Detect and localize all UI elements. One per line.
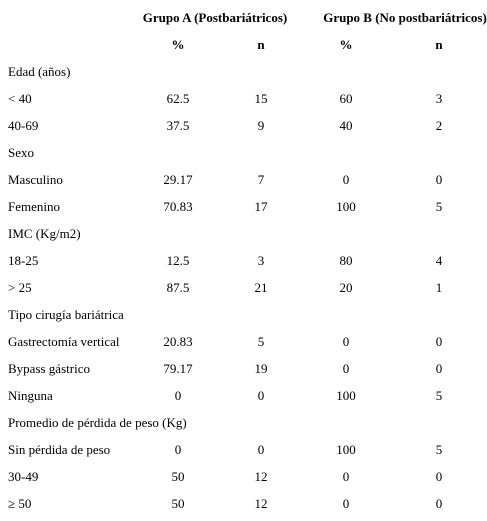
cell: 100 bbox=[336, 388, 356, 403]
row-label: 30-49 bbox=[8, 469, 39, 484]
row-label: < 40 bbox=[8, 91, 32, 106]
group-header: Grupo A (Postbariátricos) bbox=[142, 10, 288, 25]
cell: 0 bbox=[342, 469, 350, 484]
row-label: 40-69 bbox=[8, 118, 39, 133]
cell: 0 bbox=[342, 172, 350, 187]
cell: 29.17 bbox=[163, 172, 193, 187]
cell: 70.83 bbox=[163, 199, 193, 214]
cell: 5 bbox=[435, 199, 443, 214]
cell: 3 bbox=[435, 91, 443, 106]
row-label: ≥ 50 bbox=[8, 496, 32, 511]
cell: 0 bbox=[342, 496, 350, 511]
cell: 50 bbox=[171, 469, 185, 484]
cell: 1 bbox=[435, 280, 443, 295]
cell: 12 bbox=[254, 469, 268, 484]
cell: 20.83 bbox=[163, 334, 193, 349]
row-label: Femenino bbox=[8, 199, 60, 214]
cell: 87.5 bbox=[166, 280, 190, 295]
cell: 0 bbox=[174, 388, 182, 403]
section-label: Edad (años) bbox=[8, 64, 71, 79]
column-header: % bbox=[171, 37, 185, 52]
cell: 0 bbox=[257, 442, 265, 457]
cell: 19 bbox=[254, 361, 268, 376]
cell: 0 bbox=[435, 334, 443, 349]
cell: 79.17 bbox=[163, 361, 193, 376]
cell: 0 bbox=[435, 469, 443, 484]
cell: 12.5 bbox=[166, 253, 190, 268]
row-label: Bypass gástrico bbox=[8, 361, 90, 376]
section-label: Tipo cirugía bariátrica bbox=[8, 307, 124, 322]
cell: 0 bbox=[435, 172, 443, 187]
row-label: Ninguna bbox=[8, 388, 53, 403]
cell: 2 bbox=[435, 118, 443, 133]
section-label: Promedio de pérdida de peso (Kg) bbox=[8, 415, 187, 430]
cell: 0 bbox=[257, 388, 265, 403]
cell: 9 bbox=[257, 118, 265, 133]
cell: 40 bbox=[339, 118, 353, 133]
row-label: Sin pérdida de peso bbox=[8, 442, 111, 457]
cell: 0 bbox=[342, 361, 350, 376]
column-header: % bbox=[339, 37, 353, 52]
group-header: Grupo B (No postbariátricos) bbox=[323, 10, 487, 25]
section-label: Sexo bbox=[8, 145, 34, 160]
cell: 0 bbox=[435, 496, 443, 511]
cell: 100 bbox=[336, 442, 356, 457]
cell: 60 bbox=[339, 91, 353, 106]
row-label: Gastrectomía vertical bbox=[8, 334, 120, 349]
cell: 0 bbox=[435, 361, 443, 376]
column-header: n bbox=[435, 37, 443, 52]
cell: 5 bbox=[435, 442, 443, 457]
cell: 5 bbox=[435, 388, 443, 403]
row-label: 18-25 bbox=[8, 253, 39, 268]
cell: 17 bbox=[254, 199, 268, 214]
cell: 62.5 bbox=[166, 91, 190, 106]
cell: 100 bbox=[336, 199, 356, 214]
cell: 37.5 bbox=[166, 118, 190, 133]
cell: 80 bbox=[339, 253, 353, 268]
cell: 20 bbox=[339, 280, 353, 295]
cell: 12 bbox=[254, 496, 268, 511]
cell: 7 bbox=[257, 172, 265, 187]
section-label: IMC (Kg/m2) bbox=[8, 226, 81, 241]
row-label: > 25 bbox=[8, 280, 32, 295]
cell: 3 bbox=[257, 253, 265, 268]
cell: 5 bbox=[257, 334, 265, 349]
cell: 0 bbox=[342, 334, 350, 349]
cell: 21 bbox=[254, 280, 268, 295]
cell: 4 bbox=[435, 253, 443, 268]
row-label: Masculino bbox=[8, 172, 63, 187]
cell: 50 bbox=[171, 496, 185, 511]
column-header: n bbox=[257, 37, 265, 52]
cell: 0 bbox=[174, 442, 182, 457]
cell: 15 bbox=[254, 91, 268, 106]
